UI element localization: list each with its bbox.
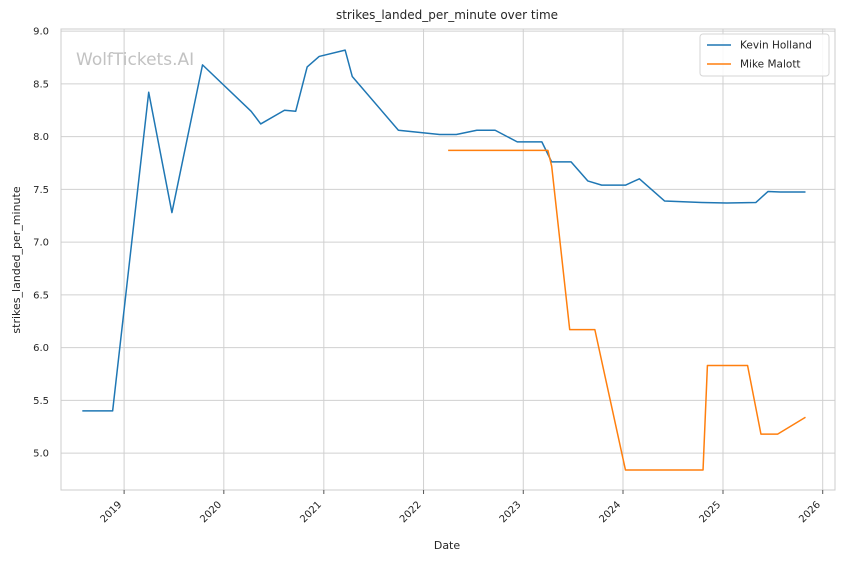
legend: Kevin Holland Mike Malott	[699, 33, 830, 77]
y-tick-label: 8.5	[33, 79, 49, 90]
plot-frame	[60, 28, 836, 491]
legend-label-0: Kevin Holland	[740, 40, 812, 52]
y-tick-label: 8.0	[33, 132, 49, 143]
gridlines	[61, 29, 835, 490]
legend-box	[699, 33, 830, 77]
series-line-1	[448, 149, 806, 471]
x-tick-label: 2026	[797, 499, 823, 525]
legend-label-1: Mike Malott	[740, 59, 801, 71]
y-tick-label: 7.5	[33, 185, 49, 196]
chart-title: strikes_landed_per_minute over time	[336, 8, 558, 22]
watermark: WolfTickets.AI	[76, 50, 194, 70]
x-tick-label: 2021	[298, 499, 324, 525]
y-tick-label: 6.5	[33, 290, 49, 301]
y-axis-ticks: 5.0 5.5 6.0 6.5 7.0 7.5 8.0 8.5 9.0	[33, 27, 49, 460]
y-tick-label: 9.0	[33, 27, 49, 38]
series-lines	[82, 49, 806, 471]
x-tick-label: 2019	[99, 499, 125, 525]
y-tick-label: 6.0	[33, 343, 49, 354]
series-line-0	[82, 49, 806, 412]
y-tick-label: 5.5	[33, 396, 49, 407]
x-tick-label: 2023	[498, 499, 524, 525]
y-tick-label: 7.0	[33, 238, 49, 249]
x-tick-label: 2020	[198, 499, 224, 525]
y-tick-label: 5.0	[33, 449, 49, 460]
x-axis-label: Date	[434, 539, 461, 552]
x-tick-label: 2024	[597, 499, 623, 525]
x-tick-label: 2022	[398, 499, 424, 525]
y-axis-label: strikes_landed_per_minute	[10, 186, 23, 333]
x-axis-ticks: 2019 2020 2021 2022 2023 2024 2025 2026	[99, 490, 824, 525]
x-tick-label: 2025	[697, 499, 723, 525]
